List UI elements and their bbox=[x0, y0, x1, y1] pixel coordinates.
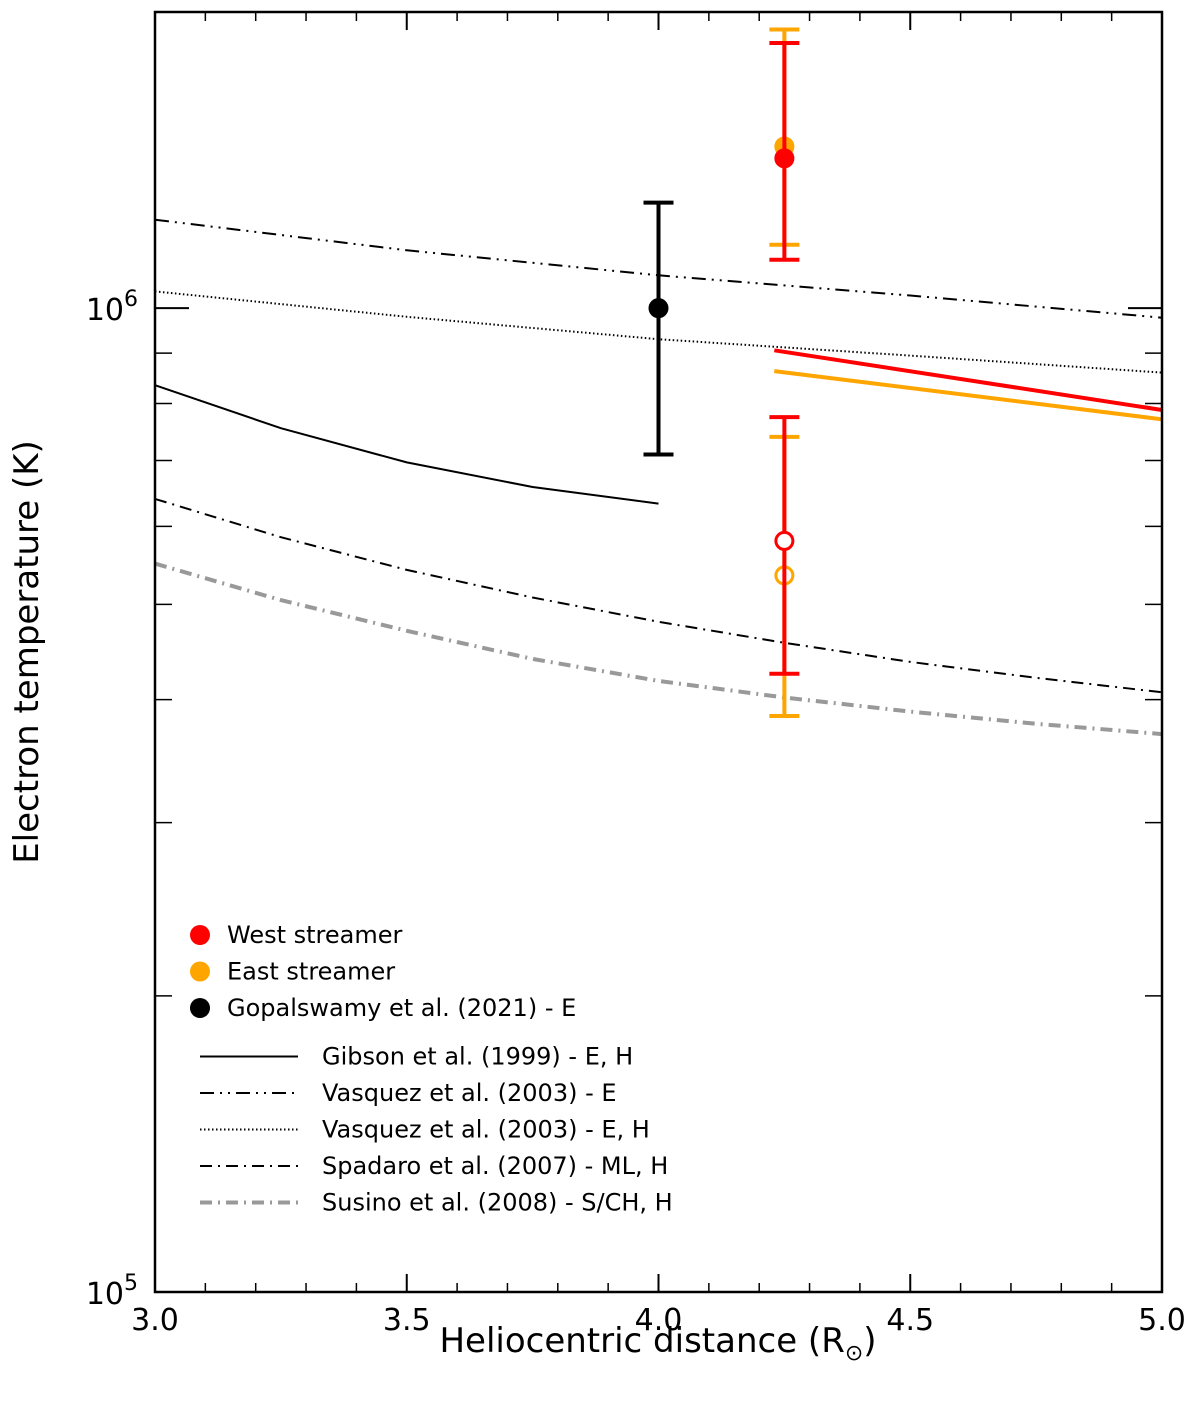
legend-label: Spadaro et al. (2007) - ML, H bbox=[322, 1152, 668, 1180]
data-point bbox=[774, 530, 795, 551]
series-line bbox=[154, 561, 1163, 737]
y-axis-label: Electron temperature (K) bbox=[7, 440, 47, 864]
legend-label: Gibson et al. (1999) - E, H bbox=[322, 1043, 633, 1071]
y-tick-label: 106 bbox=[86, 287, 138, 328]
series-line bbox=[154, 290, 1163, 374]
x-tick-label: 3.0 bbox=[131, 1303, 179, 1338]
data-point bbox=[648, 298, 669, 319]
series-line bbox=[773, 348, 1163, 412]
x-axis-label: Heliocentric distance (R⊙) bbox=[439, 1321, 876, 1366]
x-tick-label: 4.5 bbox=[886, 1303, 934, 1338]
legend-label: Vasquez et al. (2003) - E bbox=[322, 1079, 617, 1107]
legend-marker bbox=[190, 925, 210, 945]
data-point bbox=[774, 148, 795, 169]
points-layer bbox=[643, 27, 800, 719]
legend-label: East streamer bbox=[227, 958, 395, 986]
y-tick-label: 105 bbox=[86, 1271, 138, 1312]
x-tick-label: 5.0 bbox=[1138, 1303, 1186, 1338]
legend-marker bbox=[190, 961, 210, 982]
legend-label: Susino et al. (2008) - S/CH, H bbox=[322, 1189, 673, 1217]
x-tick-label: 4.0 bbox=[635, 1303, 683, 1338]
axis-ticks bbox=[154, 12, 1163, 1293]
legend-label: Gopalswamy et al. (2021) - E bbox=[227, 994, 576, 1022]
legend-label: Vasquez et al. (2003) - E, H bbox=[322, 1116, 650, 1144]
plot-frame bbox=[153, 10, 1164, 1294]
series-line bbox=[154, 497, 1163, 694]
legend: West streamer East streamer Gopalswamy et … bbox=[190, 921, 673, 1217]
legend-label: West streamer bbox=[227, 921, 403, 949]
tick-labels: 3.0 3.5 4.0 4.5 5.0 105 106 bbox=[86, 287, 1186, 1338]
series-line bbox=[154, 384, 659, 505]
legend-marker bbox=[190, 998, 210, 1018]
x-tick-label: 3.5 bbox=[383, 1303, 431, 1338]
series-line bbox=[774, 369, 1163, 422]
